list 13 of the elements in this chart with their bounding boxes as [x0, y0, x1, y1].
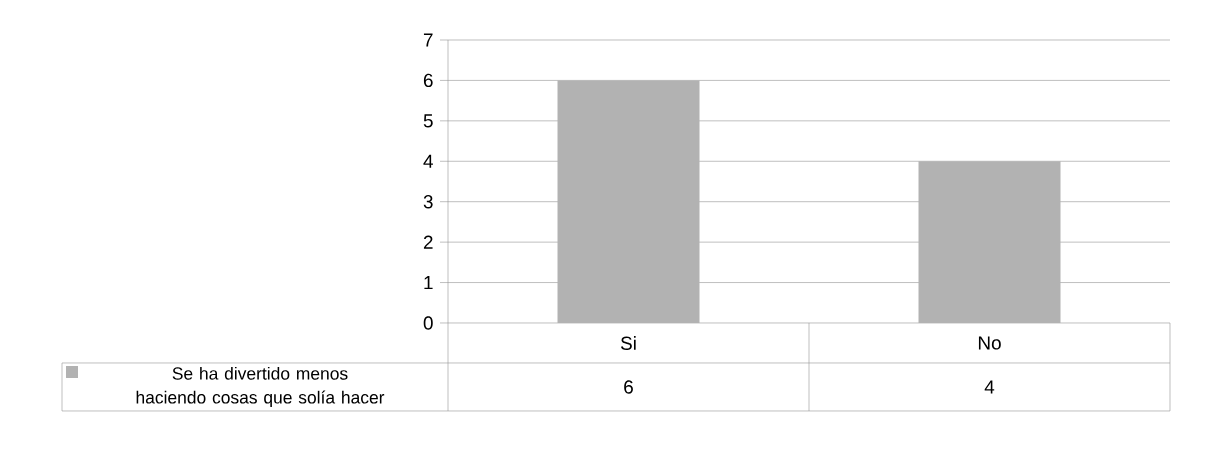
y-tick-label: 2 — [423, 235, 433, 249]
y-tick-label: 4 — [423, 154, 433, 168]
y-tick-label: 3 — [423, 195, 433, 209]
data-label: 6 — [624, 380, 633, 394]
y-tick-label: 1 — [424, 276, 433, 290]
y-tick-label: 0 — [423, 316, 433, 330]
y-tick-label: 5 — [423, 114, 433, 128]
x-tick-label: No — [978, 336, 1001, 350]
y-tick-label: 7 — [423, 33, 433, 47]
text: Se ha divertido menos haciendo cosas que solía hacer — [136, 366, 385, 408]
y-tick-label: 6 — [423, 73, 433, 88]
data-label: 4 — [984, 380, 995, 394]
x-tick-label: Si — [620, 336, 636, 350]
